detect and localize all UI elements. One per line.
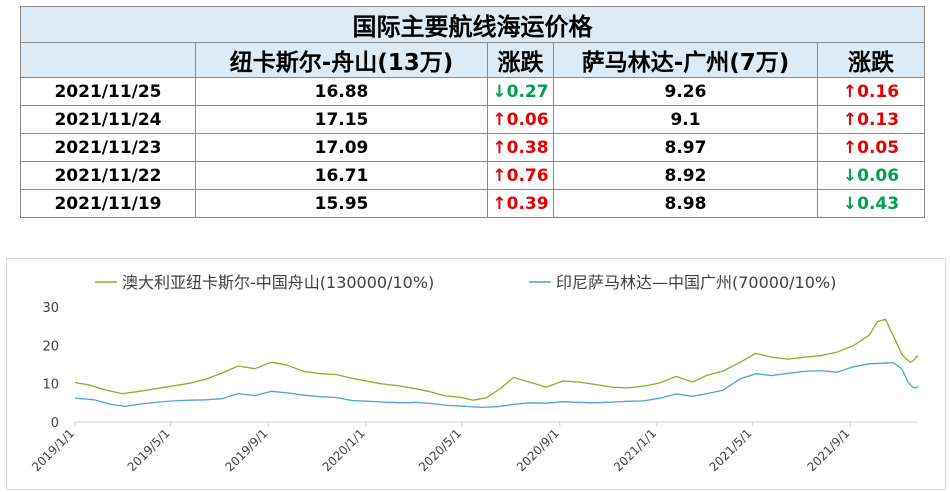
- row-date: 2021/11/24: [20, 105, 196, 134]
- header-change-1: 涨跌: [487, 42, 554, 78]
- newcastle-rate: 16.71: [195, 161, 488, 190]
- samarinda-change: ↑0.16: [817, 77, 925, 106]
- line-chart-svg: 澳大利亚纽卡斯尔-中国舟山(130000/10%) 印尼萨马林达—中国广州(700…: [29, 273, 919, 474]
- table-row: 2021/11/24 17.15 ↑0.06 9.1 ↑0.13: [20, 105, 925, 134]
- header-date: [20, 42, 196, 78]
- header-route-samarinda: 萨马林达-广州(7万): [553, 42, 818, 78]
- x-tick-label: 2020/1/1: [320, 426, 368, 474]
- row-date: 2021/11/23: [20, 133, 196, 162]
- samarinda-change: ↓0.43: [817, 189, 925, 218]
- samarinda-change: ↑0.13: [817, 105, 925, 134]
- header-route-newcastle: 纽卡斯尔-舟山(13万): [195, 42, 488, 78]
- freight-rate-chart: 澳大利亚纽卡斯尔-中国舟山(130000/10%) 印尼萨马林达—中国广州(700…: [6, 258, 946, 490]
- table-row: 2021/11/22 16.71 ↑0.76 8.92 ↓0.06: [20, 161, 925, 190]
- samarinda-rate: 9.26: [553, 77, 818, 106]
- newcastle-rate: 17.15: [195, 105, 488, 134]
- row-date: 2021/11/19: [20, 189, 196, 218]
- x-tick-label: 2020/9/1: [514, 426, 562, 474]
- newcastle-rate: 16.88: [195, 77, 488, 106]
- x-tick-label: 2021/1/1: [611, 426, 659, 474]
- samarinda-rate: 8.97: [553, 133, 818, 162]
- x-tick-label: 2021/9/1: [804, 426, 852, 474]
- samarinda-change: ↓0.06: [817, 161, 925, 190]
- newcastle-change: ↑0.39: [487, 189, 554, 218]
- x-tick-label: 2019/1/1: [29, 426, 77, 474]
- series-line-1: [74, 318, 919, 401]
- x-tick-label: 2019/9/1: [223, 426, 271, 474]
- x-tick-label: 2021/5/1: [707, 426, 755, 474]
- samarinda-rate: 8.92: [553, 161, 818, 190]
- row-date: 2021/11/22: [20, 161, 196, 190]
- x-tick-label: 2020/5/1: [416, 426, 464, 474]
- y-tick-label: 0: [51, 416, 59, 431]
- newcastle-change: ↓0.27: [487, 77, 554, 106]
- table-title: 国际主要航线海运价格: [20, 6, 925, 43]
- series-line-2: [74, 361, 919, 409]
- samarinda-rate: 9.1: [553, 105, 818, 134]
- samarinda-change: ↑0.05: [817, 133, 925, 162]
- newcastle-change: ↑0.38: [487, 133, 554, 162]
- samarinda-rate: 8.98: [553, 189, 818, 218]
- y-tick-label: 20: [42, 339, 59, 354]
- legend-label: 澳大利亚纽卡斯尔-中国舟山(130000/10%): [122, 273, 434, 292]
- freight-rate-table: 国际主要航线海运价格 纽卡斯尔-舟山(13万) 涨跌 萨马林达-广州(7万) 涨…: [20, 6, 925, 218]
- table-row: 2021/11/23 17.09 ↑0.38 8.97 ↑0.05: [20, 133, 925, 162]
- newcastle-change: ↑0.06: [487, 105, 554, 134]
- table-row: 2021/11/25 16.88 ↓0.27 9.26 ↑0.16: [20, 77, 925, 106]
- newcastle-change: ↑0.76: [487, 161, 554, 190]
- x-tick-label: 2019/5/1: [125, 426, 173, 474]
- legend-label: 印尼萨马林达—中国广州(70000/10%): [556, 273, 836, 292]
- y-tick-label: 10: [42, 378, 59, 393]
- header-change-2: 涨跌: [817, 42, 925, 78]
- table-row: 2021/11/19 15.95 ↑0.39 8.98 ↓0.43: [20, 189, 925, 218]
- newcastle-rate: 15.95: [195, 189, 488, 218]
- row-date: 2021/11/25: [20, 77, 196, 106]
- newcastle-rate: 17.09: [195, 133, 488, 162]
- y-tick-label: 30: [42, 301, 59, 316]
